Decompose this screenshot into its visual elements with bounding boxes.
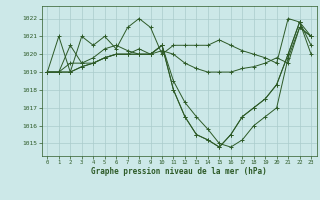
X-axis label: Graphe pression niveau de la mer (hPa): Graphe pression niveau de la mer (hPa) bbox=[91, 167, 267, 176]
